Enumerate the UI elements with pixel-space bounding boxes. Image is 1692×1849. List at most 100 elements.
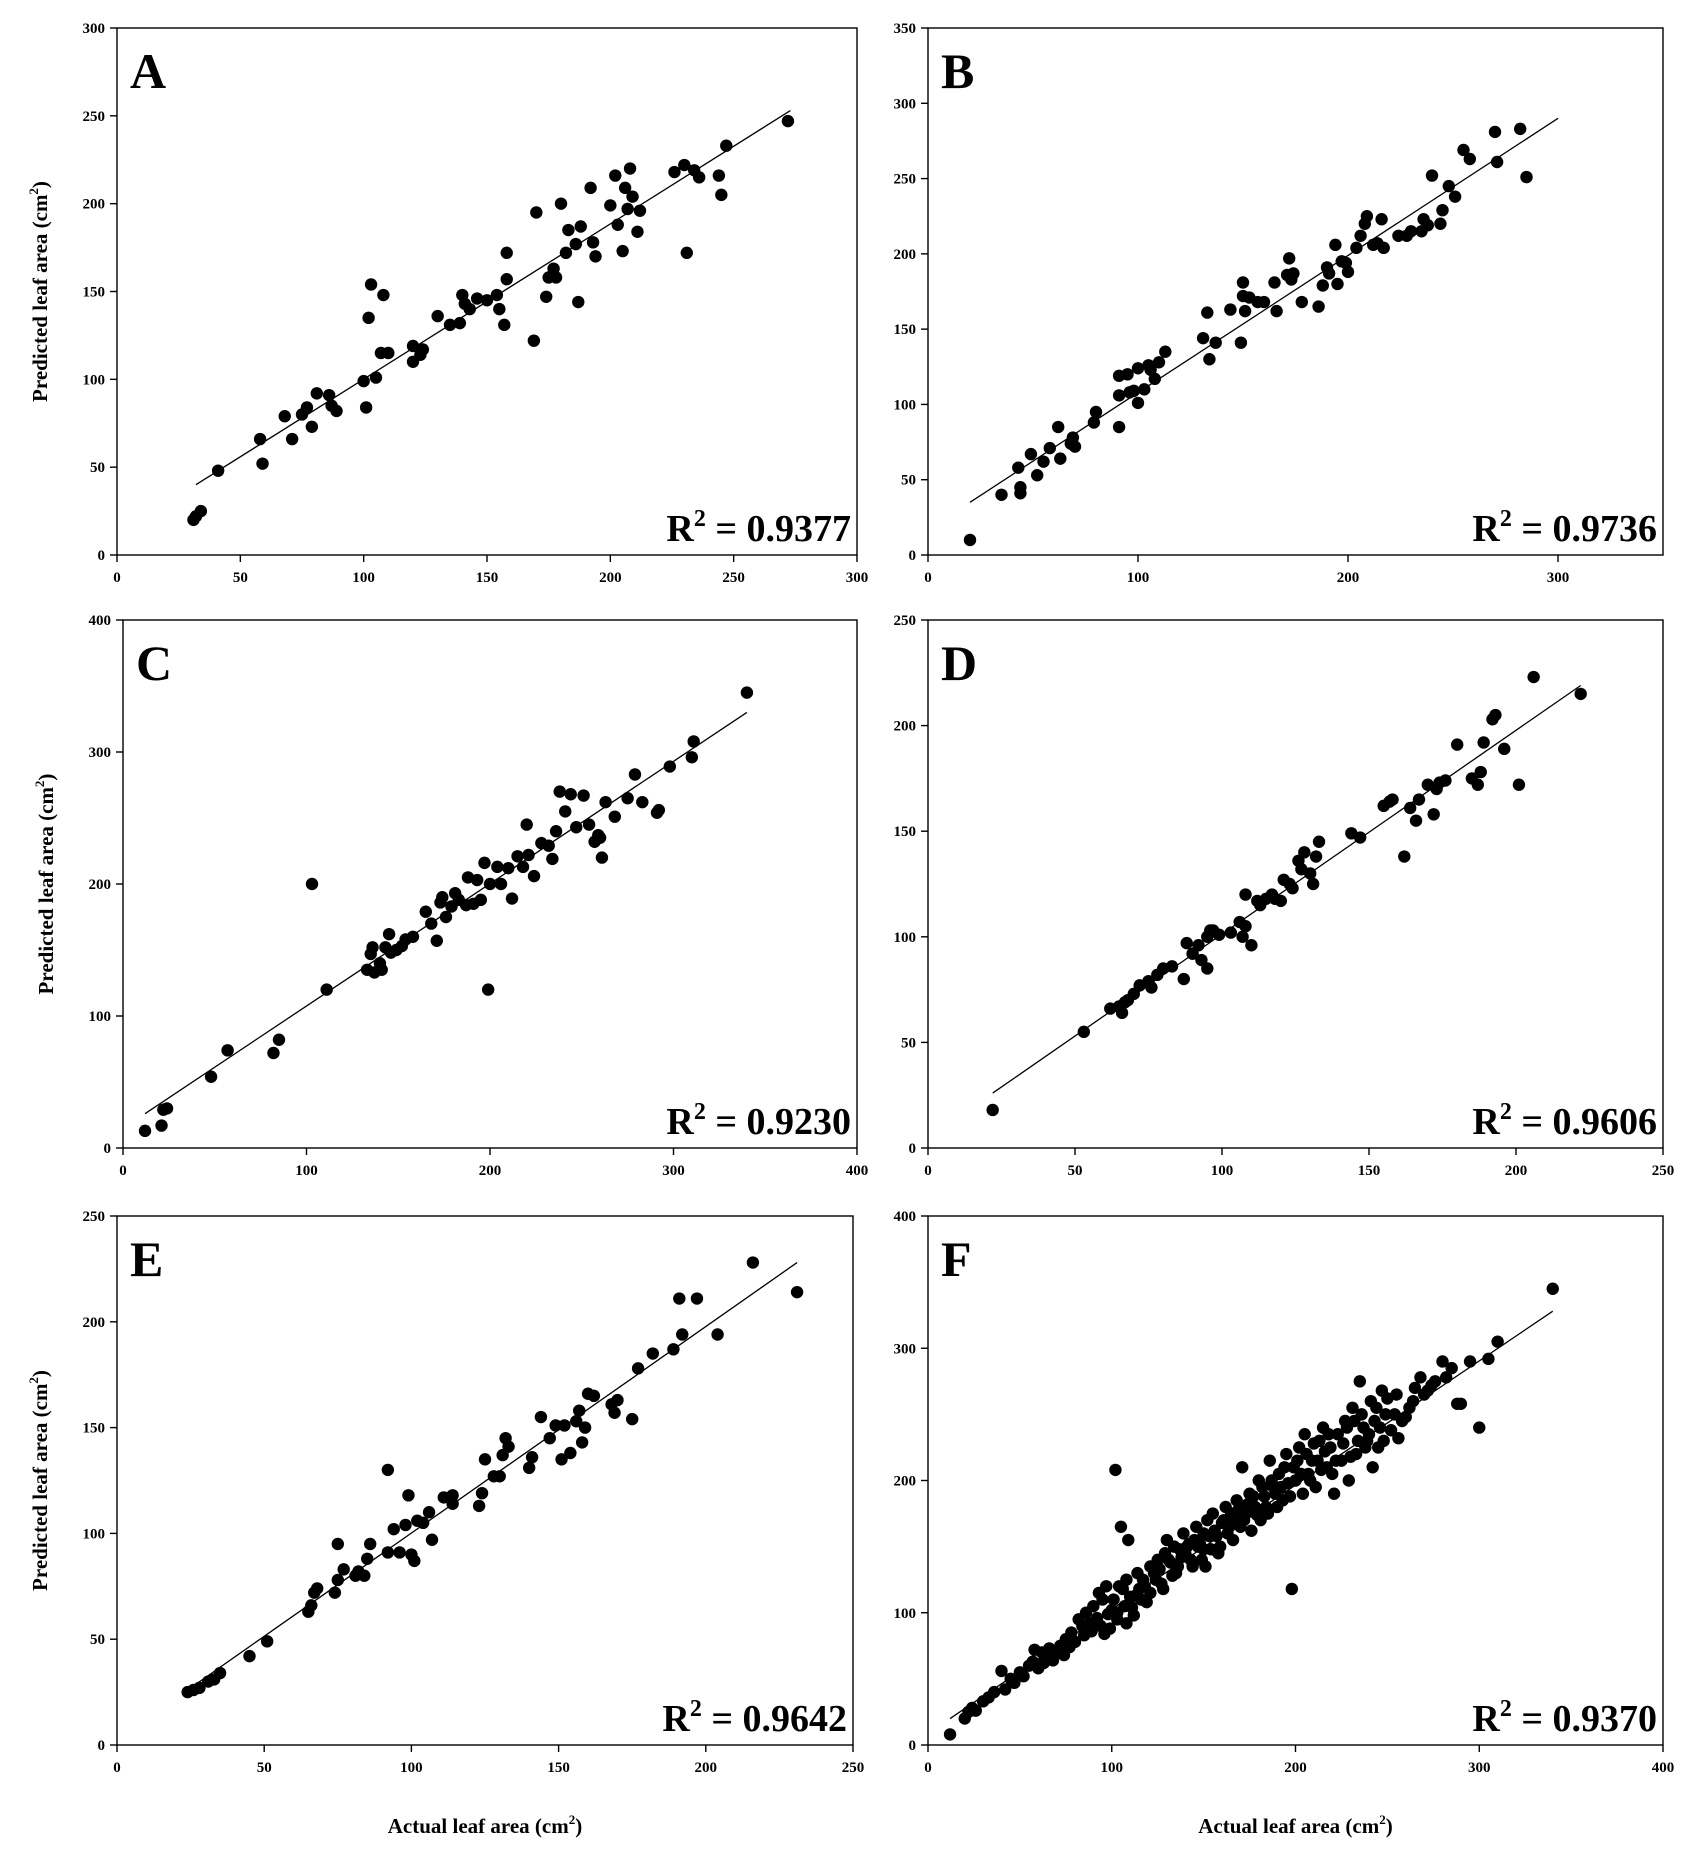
x-tick-label: 0 (924, 570, 932, 586)
data-point (328, 1586, 342, 1599)
data-point (439, 910, 453, 924)
x-tick-label: 300 (662, 1163, 685, 1179)
data-point (1138, 383, 1151, 396)
data-point (1490, 155, 1504, 169)
data-point (1354, 229, 1367, 242)
x-tick-label: 200 (1505, 1163, 1528, 1179)
data-point (1012, 461, 1025, 474)
data-point (1281, 1476, 1295, 1490)
data-point (1491, 1335, 1504, 1348)
data-point (1166, 1569, 1179, 1582)
data-point (582, 818, 596, 831)
data-point (558, 1419, 571, 1432)
y-tick-label: 0 (909, 548, 917, 564)
y-axis-label: Predicted leaf area (cm2) (26, 181, 52, 402)
data-point (1017, 1670, 1030, 1683)
data-point (1265, 1474, 1278, 1487)
data-point (1134, 1593, 1148, 1606)
data-point (1384, 1424, 1398, 1437)
data-point (1574, 687, 1587, 701)
data-point (1304, 1474, 1317, 1487)
y-tick-label: 50 (90, 1632, 105, 1648)
data-point (604, 199, 617, 212)
data-point (1488, 125, 1502, 139)
data-point (483, 877, 497, 891)
data-point (1236, 1461, 1249, 1474)
panel-e: 0 50 100 150 200 250 0 50 100 150 200 250 E R2 = 0.96… (26, 1209, 864, 1838)
data-point (1477, 736, 1490, 749)
r-squared-label: R2 = 0.9736 (1472, 506, 1657, 550)
data-point (381, 1463, 395, 1477)
data-point (363, 1537, 377, 1551)
data-point (578, 1421, 592, 1434)
x-axis-label: Actual leaf area (cm2) (388, 1812, 582, 1838)
data-point (1256, 1480, 1269, 1494)
data-point (998, 1683, 1012, 1696)
y-tick-label: 200 (894, 1474, 917, 1490)
data-point (720, 139, 733, 152)
panel-f: 0 100 200 300 400 0 100 200 300 400 F R2 = 0.9370 Ac… (894, 1209, 1675, 1838)
data-point (522, 848, 535, 862)
x-tick-label: 250 (842, 1760, 865, 1776)
data-point (1498, 742, 1511, 756)
data-point (1326, 1467, 1339, 1481)
data-point (1259, 1500, 1273, 1514)
data-point (260, 1635, 274, 1648)
data-point (676, 1328, 689, 1341)
data-point (320, 983, 333, 996)
data-point (1196, 331, 1210, 345)
data-point (422, 1506, 436, 1519)
data-point (1398, 850, 1411, 863)
data-point (213, 1666, 227, 1680)
y-tick-label: 100 (83, 372, 106, 388)
data-point (1201, 962, 1214, 975)
data-point (1177, 972, 1190, 986)
data-point (1353, 1375, 1367, 1388)
data-point (1237, 1513, 1251, 1527)
data-point (1309, 850, 1323, 863)
data-point (1366, 1461, 1379, 1474)
data-point (1201, 306, 1214, 319)
y-tick-label: 150 (894, 322, 917, 338)
data-point (1445, 1361, 1458, 1375)
x-tick-label: 50 (1068, 1163, 1083, 1179)
data-point (608, 810, 621, 823)
data-point (331, 1573, 344, 1587)
data-point (575, 1436, 589, 1449)
x-tick-label: 200 (479, 1163, 502, 1179)
panel-label: A (130, 43, 166, 99)
data-point (549, 1419, 562, 1432)
data-point (431, 309, 444, 323)
x-tick-label: 0 (119, 1163, 127, 1179)
data-point (569, 237, 582, 251)
data-point (1359, 1441, 1372, 1454)
data-point (1208, 1524, 1221, 1537)
data-point (1285, 1582, 1299, 1596)
y-tick-label: 150 (894, 824, 917, 840)
x-tick-label: 250 (722, 570, 745, 586)
data-point (416, 1516, 430, 1530)
data-point (443, 318, 457, 332)
data-point (668, 165, 681, 179)
data-point (1031, 468, 1044, 482)
y-tick-label: 250 (894, 172, 917, 188)
data-point (406, 930, 420, 943)
x-tick-label: 150 (547, 1760, 570, 1776)
data-point (425, 1533, 439, 1546)
y-axis-label: Predicted leaf area (cm2) (26, 1370, 52, 1591)
y-tick-label: 100 (83, 1526, 106, 1542)
data-point (511, 850, 524, 863)
data-point (1270, 304, 1283, 318)
data-point (1482, 1352, 1495, 1366)
data-point (1109, 1463, 1122, 1477)
data-point (611, 1393, 624, 1407)
data-point (502, 1440, 515, 1453)
data-point (577, 789, 590, 802)
data-point (667, 1343, 680, 1356)
data-point (652, 803, 666, 817)
data-point (1417, 1388, 1431, 1401)
data-point (1014, 487, 1027, 500)
data-point (1379, 1408, 1392, 1421)
data-point (525, 1451, 539, 1464)
data-point (1307, 1437, 1321, 1450)
